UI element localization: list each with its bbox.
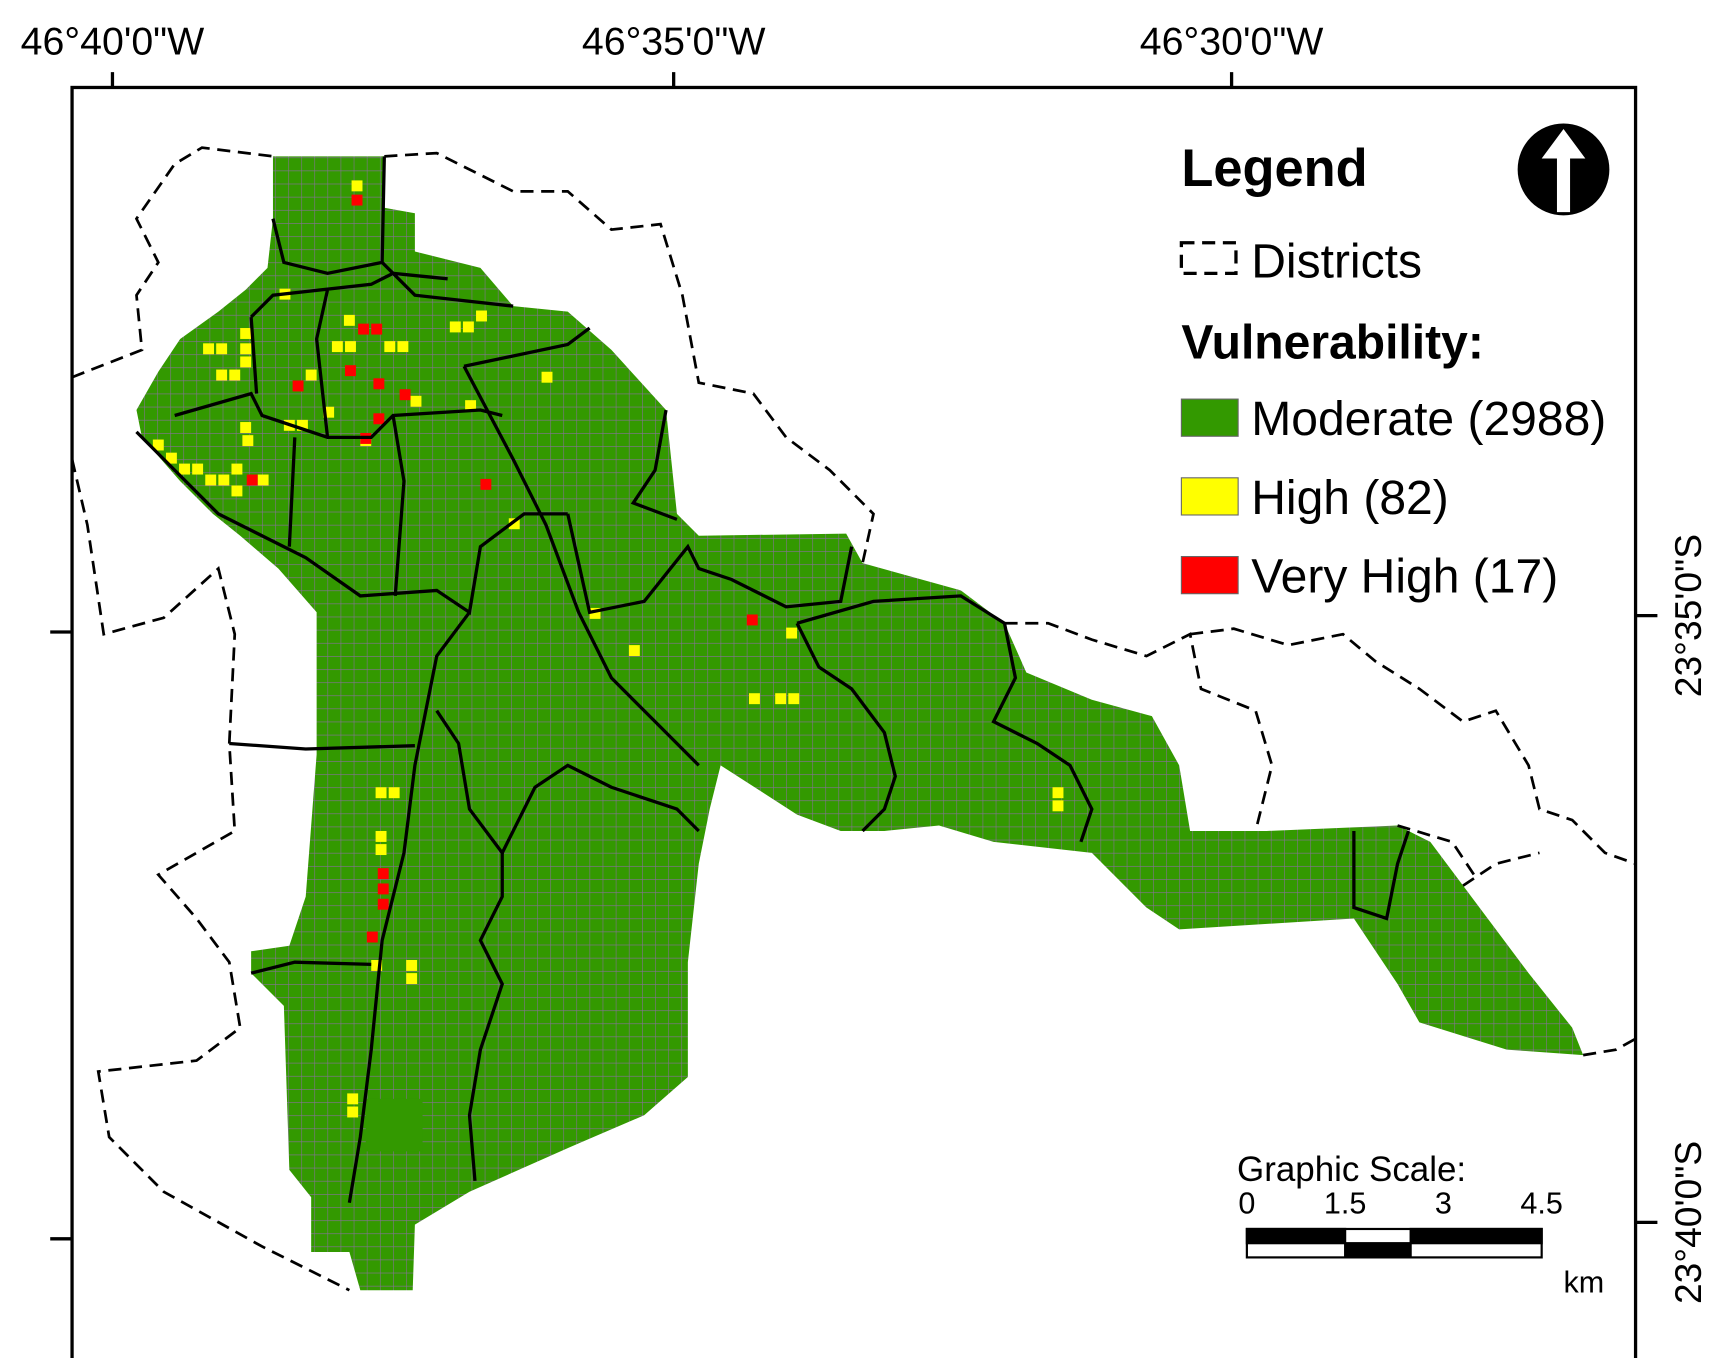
- legend-label: High (82): [1251, 471, 1449, 525]
- scale-tick-label: 1.5: [1324, 1187, 1366, 1221]
- right-coordinate-label: 23°35'0"S: [1667, 534, 1709, 697]
- scale-unit: km: [1564, 1265, 1605, 1299]
- top-coordinate-label: 46°30'0"W: [1140, 20, 1324, 64]
- right-coordinate-label: 23°40'0"S: [1667, 1141, 1709, 1304]
- legend-classes: Moderate (2988) High (82) Very High (17): [1180, 392, 1606, 604]
- coordinate-ticks: [50, 72, 1658, 1241]
- study-area-grid: [136, 156, 1584, 1291]
- legend-label: Moderate (2988): [1251, 392, 1606, 446]
- district-boundaries-dashed: [70, 146, 1637, 1292]
- scale-bar: [1245, 1227, 1543, 1259]
- high-cells: [152, 180, 1064, 1118]
- district-boundaries-solid: [135, 156, 1411, 1204]
- scale-title: Graphic Scale:: [1237, 1150, 1466, 1189]
- scale-tick-label: 0: [1238, 1187, 1255, 1221]
- top-coordinate-label: 46°40'0"W: [21, 20, 205, 64]
- scale-tick-label: 4.5: [1520, 1187, 1562, 1221]
- legend-label: Districts: [1251, 235, 1422, 289]
- legend-label: Very High (17): [1251, 550, 1558, 604]
- solid-cell-block: [365, 1098, 423, 1152]
- legend-swatch: [1180, 477, 1239, 516]
- legend-subtitle: Vulnerability:: [1181, 316, 1483, 370]
- scale-tick-labels: 0 1.5 3 4.5: [1238, 1187, 1563, 1221]
- map-frame: [70, 85, 1638, 1358]
- legend-swatch: [1180, 398, 1239, 437]
- north-arrow: [1517, 123, 1610, 216]
- legend-swatch: [1180, 555, 1239, 595]
- legend-title: Legend: [1181, 140, 1367, 198]
- top-coordinate-label: 46°35'0"W: [582, 20, 766, 64]
- districts-swatch: [1179, 241, 1238, 275]
- scale-tick-label: 3: [1435, 1187, 1452, 1221]
